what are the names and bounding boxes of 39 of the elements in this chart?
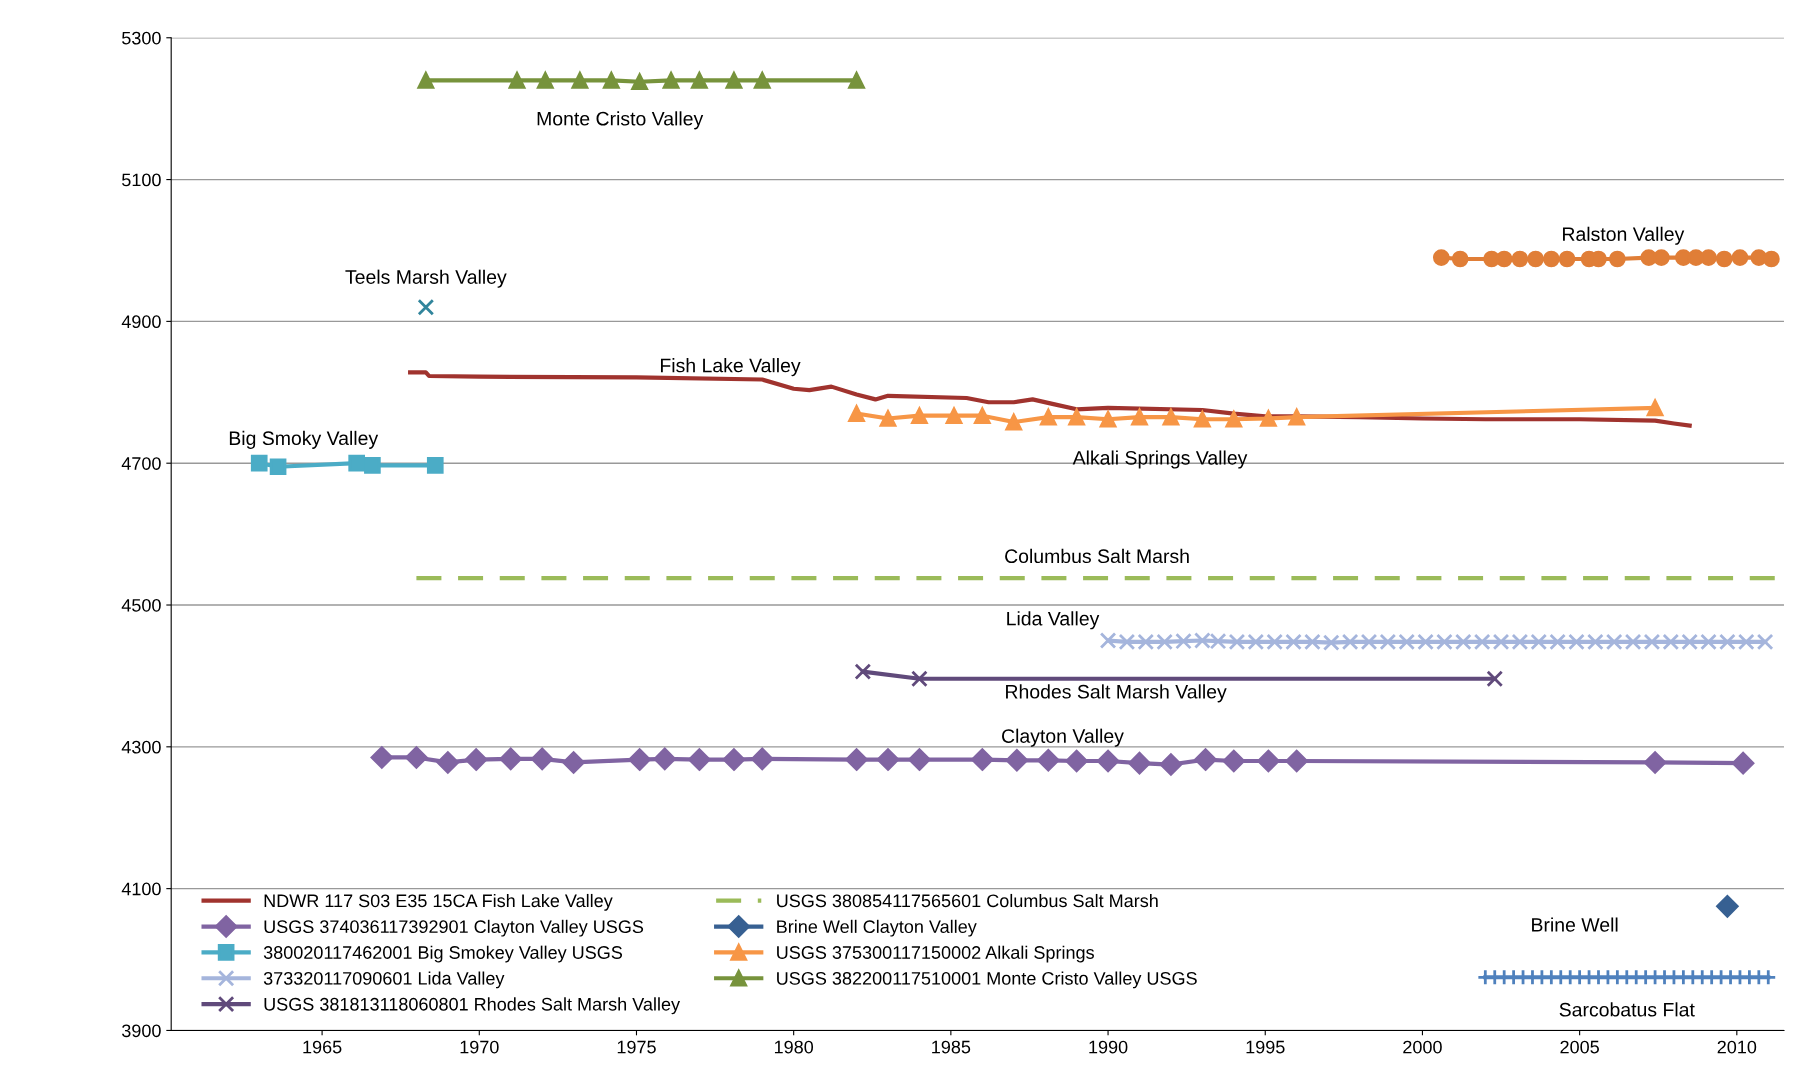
annotation: Ralston Valley <box>1563 226 1685 245</box>
legend-label: 373320117090601 Lida Valley <box>263 971 505 989</box>
x-tick-label: 1970 <box>460 1040 499 1054</box>
x-tick-label: 1975 <box>617 1040 656 1054</box>
legend-label: USGS 374036117392901 Clayton Valley USGS <box>264 919 644 937</box>
x-tick-label: 2000 <box>1403 1040 1442 1054</box>
y-tick-label: 4700 <box>121 457 161 470</box>
y-tick-label: 5100 <box>122 173 161 187</box>
x-tick-label: 1985 <box>932 1040 971 1054</box>
annotation: Rhodes Salt Marsh Valley <box>1006 684 1227 703</box>
annotation: Teels Marsh Valley <box>345 269 507 288</box>
legend-label: USGS 375300117150002 Alkali Springs <box>777 945 1094 963</box>
legend-label: 380020117462001 Big Smokey Valley USGS <box>263 945 623 963</box>
y-tick-label: 4100 <box>121 882 161 896</box>
annotation: Clayton Valley <box>1002 728 1124 747</box>
annotation: Alkali Springs Valley <box>1072 450 1248 469</box>
x-tick-label: 2010 <box>1717 1040 1757 1054</box>
annotation: Columbus Salt Marsh <box>1005 548 1189 564</box>
x-tick-label: 1995 <box>1246 1040 1285 1054</box>
annotation: Fish Lake Valley <box>660 358 801 377</box>
legend-label: USGS 380854117565601 Columbus Salt Marsh <box>777 893 1158 908</box>
annotation: Big Smoky Valley <box>229 430 379 449</box>
y-tick-label: 3900 <box>121 1024 161 1038</box>
annotation: Brine Well <box>1532 917 1618 932</box>
legend-label: USGS 381813118060801 Rhodes Salt Marsh Valley <box>264 997 681 1015</box>
y-tick-label: 4300 <box>121 740 161 754</box>
annotation: Monte Cristo Valley <box>537 111 704 130</box>
x-tick-label: 1965 <box>303 1040 342 1054</box>
legend-label: Brine Well Clayton Valley <box>777 919 977 937</box>
annotation: Lida Valley <box>1007 611 1100 630</box>
y-tick-label: 4900 <box>121 315 161 329</box>
y-tick-label: 4500 <box>121 598 161 612</box>
annotation: Sarcobatus Flat <box>1559 1002 1695 1017</box>
legend-label: NDWR 117 S03 E35 15CA Fish Lake Valley <box>264 893 613 911</box>
x-tick-label: 1990 <box>1089 1040 1128 1054</box>
x-tick-label: 1980 <box>774 1040 814 1054</box>
y-tick-label: 5300 <box>122 31 161 45</box>
x-tick-label: 2005 <box>1560 1040 1599 1054</box>
legend-label: USGS 382200117510001 Monte Cristo Valley USGS <box>777 971 1197 989</box>
